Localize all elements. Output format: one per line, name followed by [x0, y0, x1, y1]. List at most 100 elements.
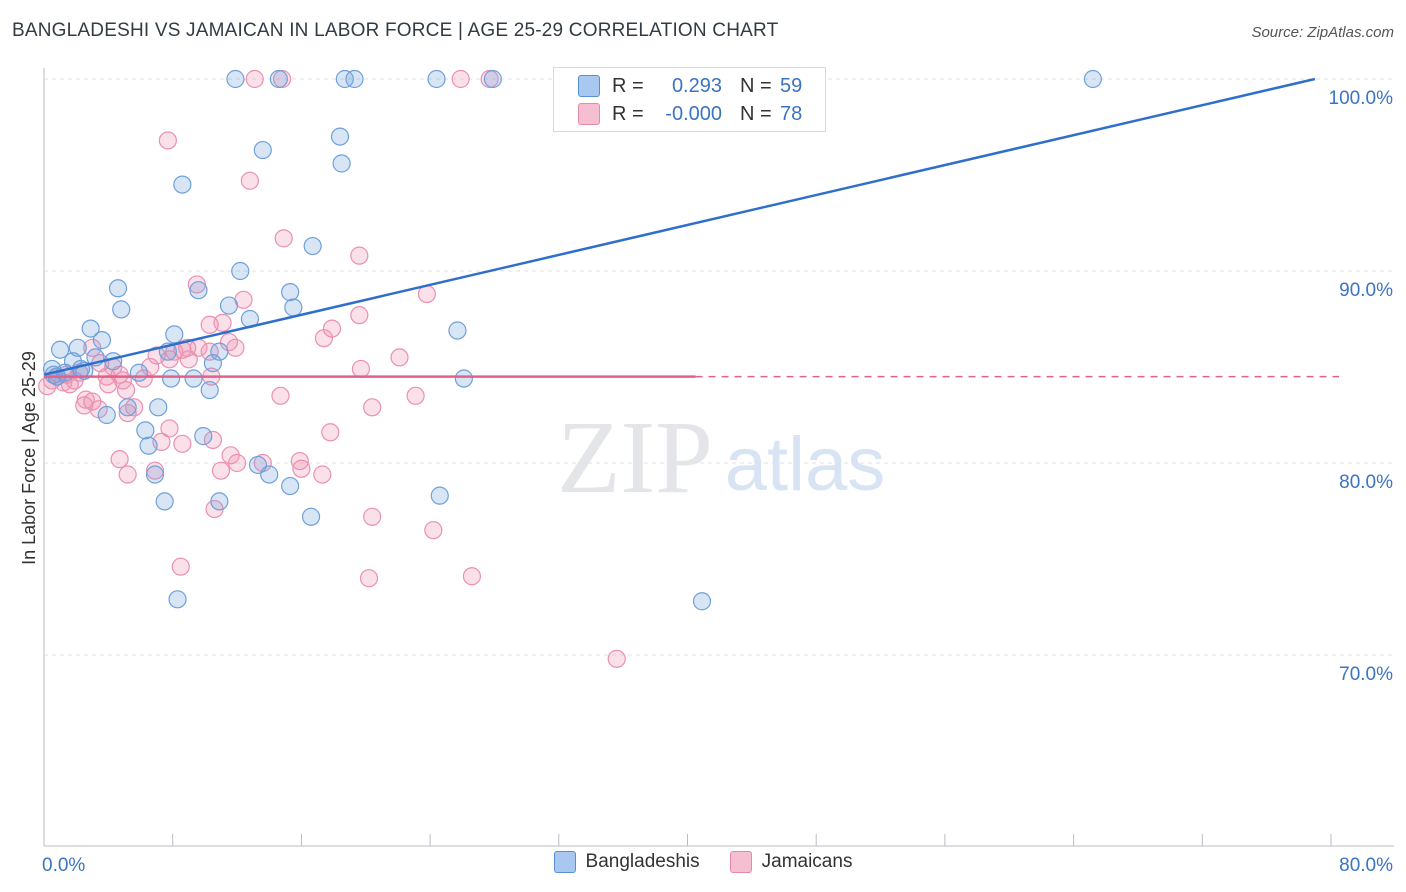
y-tick-label: 80.0% [1339, 472, 1393, 493]
bangladeshis-point [136, 421, 155, 440]
bangladeshis-point [173, 175, 192, 194]
jamaicans-point [292, 459, 311, 478]
bangladeshis-point [165, 325, 184, 344]
bangladeshis-points [42, 69, 1103, 611]
x-tick-label: 80.0% [1339, 855, 1393, 876]
bangladeshis-point [692, 592, 712, 611]
bangladeshis-point [219, 296, 239, 315]
trendlines [43, 77, 1340, 378]
bangladeshis-point [184, 369, 203, 388]
jamaicans-point [290, 451, 309, 471]
bangladeshis-point [81, 319, 100, 338]
jamaicans-point [171, 557, 190, 576]
jamaicans-point [451, 69, 470, 89]
bangladeshis-point [168, 590, 187, 609]
watermark-atlas: atlas [725, 422, 886, 507]
bangladeshis-point [210, 342, 229, 361]
bangladeshis-point [253, 140, 272, 160]
watermark-zip: ZIP [557, 400, 713, 515]
y-tick-label: 100.0% [1329, 88, 1394, 109]
jamaicans-point [83, 338, 102, 357]
y-tick-label: 90.0% [1339, 280, 1393, 301]
bangladeshis-point [330, 127, 350, 146]
bangladeshis-point [203, 354, 223, 373]
legend-r-value: 0.293 [671, 74, 722, 97]
x-tick-label: 0.0% [42, 855, 85, 876]
jamaicans-point [200, 342, 219, 361]
y-tick-label: 70.0% [1339, 664, 1393, 685]
bangladeshis-point [194, 427, 213, 446]
jamaicans-point [203, 430, 223, 450]
legend-label: Jamaicans [761, 851, 853, 872]
jamaicans-point [607, 649, 626, 668]
legend-row-bangladeshis: R = 0.293 N = 59 [578, 72, 802, 100]
legend-n-value: 59 [780, 74, 803, 97]
jamaicans-point [118, 465, 137, 484]
jamaicans-point [227, 453, 247, 473]
legend-swatch-blue [578, 75, 600, 97]
bangladeshis-point [161, 369, 181, 388]
jamaicans-point [116, 380, 136, 400]
bangladeshis-point [71, 359, 91, 379]
jamaicans-point [363, 507, 382, 526]
stats-legend: R = 0.293 N = 59 R = -0.000 N = 78 [553, 67, 826, 132]
bangladeshis-point [139, 436, 158, 455]
axes [43, 68, 1394, 847]
legend-swatch-pink [729, 851, 752, 873]
bangladeshis-point [281, 283, 300, 302]
bangladeshis-point [189, 281, 208, 300]
y-axis-label: In Labor Force | Age 25-29 [19, 351, 39, 565]
jamaicans-point [462, 567, 482, 586]
bangladeshis-point [345, 69, 364, 89]
jamaicans-point [322, 319, 342, 338]
jamaicans-point [245, 69, 264, 89]
bangladeshis-point [454, 369, 473, 388]
legend-r-label: R = [612, 102, 644, 125]
jamaicans-point [211, 461, 231, 480]
jamaicans-point [313, 465, 332, 484]
jamaicans-point [350, 246, 369, 265]
bangladeshis-point [149, 398, 168, 417]
legend-item-bangladeshis[interactable]: Bangladeshis [553, 851, 700, 873]
jamaicans-point [321, 423, 340, 442]
jamaicans-point [363, 398, 382, 417]
jamaicans-point [160, 419, 179, 438]
bangladeshis-point [332, 154, 351, 173]
bangladeshis-point [335, 69, 354, 89]
chart-title: BANGLADESHI VS JAMAICAN IN LABOR FORCE |… [12, 20, 779, 41]
legend-swatch-pink [578, 103, 600, 125]
bangladeshis-point [303, 236, 322, 256]
legend-item-jamaicans[interactable]: Jamaicans [729, 851, 853, 873]
legend-r-label: R = [612, 74, 644, 97]
bangladeshis-point [226, 69, 245, 89]
jamaicans-point [271, 386, 290, 405]
bangladeshis-point [97, 405, 116, 425]
jamaicans-point [350, 306, 369, 325]
bangladeshis-point [281, 476, 300, 496]
bangladeshis-point [260, 465, 279, 484]
bangladeshis-point [231, 261, 250, 281]
legend-swatch-blue [553, 851, 576, 873]
tick-labels: 70.0% 80.0% 90.0% 100.0% 0.0% 80.0% [42, 88, 1393, 876]
jamaicans-point [124, 398, 144, 417]
jamaicans-point [145, 461, 165, 480]
bangladeshis-point [108, 279, 128, 298]
bangladeshis-point [155, 492, 174, 511]
legend-n-label: N = [740, 102, 772, 125]
jamaicans-point [359, 569, 379, 588]
jamaicans-point [406, 386, 425, 405]
legend-n-label: N = [740, 74, 772, 97]
bangladeshis-point [112, 300, 131, 319]
bangladeshis-trendline [43, 77, 1316, 376]
jamaicans-points [38, 69, 626, 668]
jamaicans-point [226, 338, 245, 357]
legend-n-value: 78 [780, 102, 803, 125]
bangladeshis-point [427, 69, 446, 89]
bangladeshis-point [448, 321, 467, 340]
jamaicans-point [110, 450, 129, 469]
jamaicans-point [213, 313, 232, 332]
legend-r-value: -0.000 [665, 102, 722, 125]
jamaicans-point [173, 434, 192, 453]
bangladeshis-point [210, 492, 229, 511]
